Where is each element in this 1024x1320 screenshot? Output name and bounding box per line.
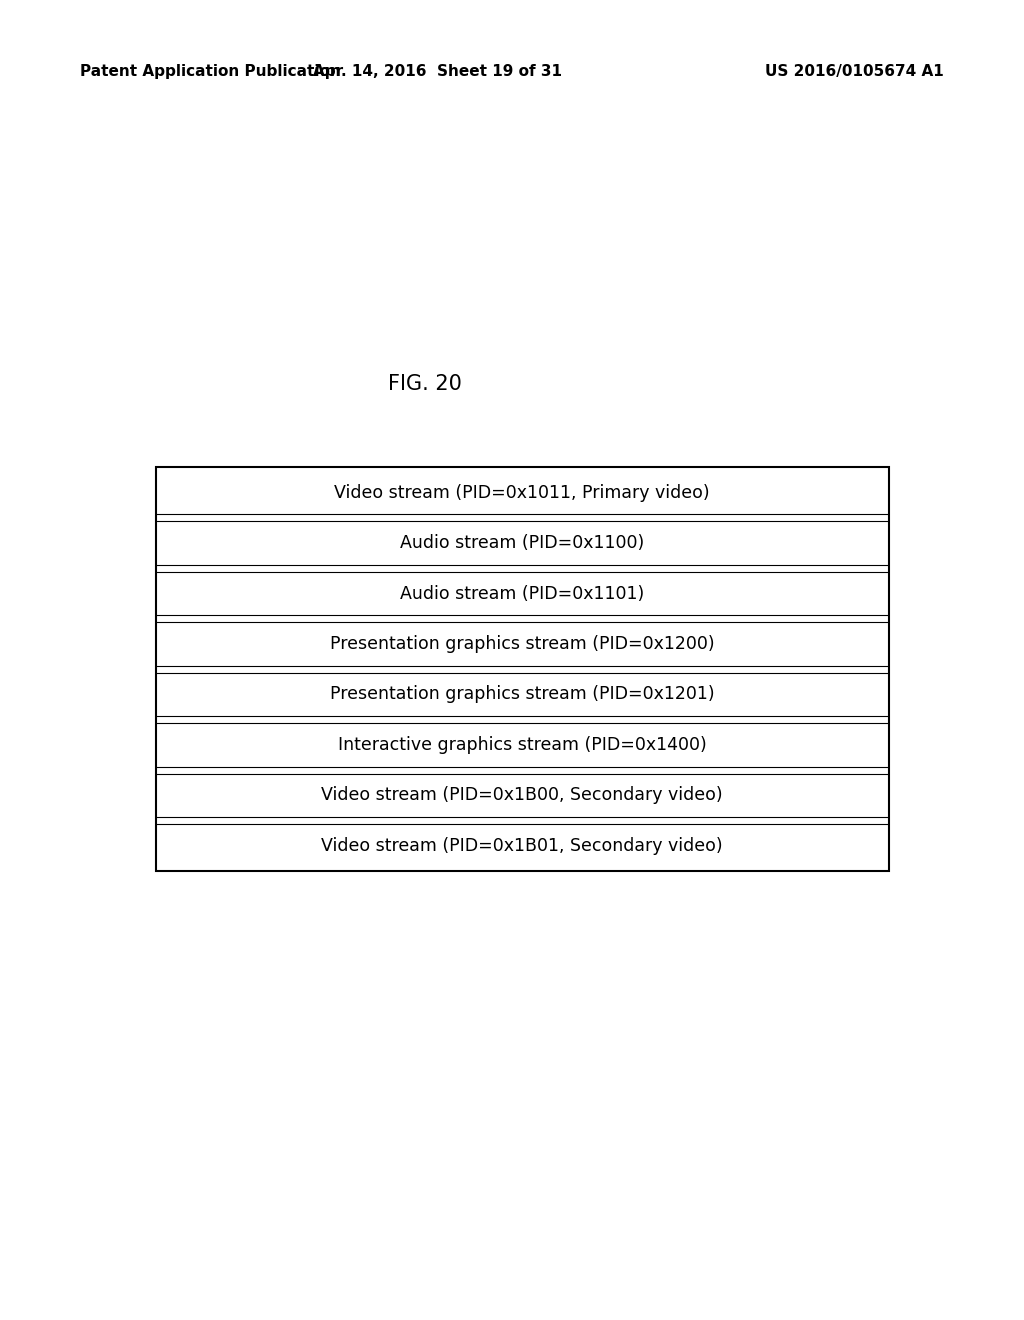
Text: US 2016/0105674 A1: US 2016/0105674 A1 (765, 63, 944, 79)
Text: Video stream (PID=0x1B00, Secondary video): Video stream (PID=0x1B00, Secondary vide… (322, 787, 723, 804)
Text: Video stream (PID=0x1B01, Secondary video): Video stream (PID=0x1B01, Secondary vide… (322, 837, 723, 855)
Bar (156, 467, 889, 871)
Text: Presentation graphics stream (PID=0x1201): Presentation graphics stream (PID=0x1201… (330, 685, 715, 704)
Text: Video stream (PID=0x1011, Primary video): Video stream (PID=0x1011, Primary video) (335, 483, 710, 502)
Text: Patent Application Publication: Patent Application Publication (80, 63, 341, 79)
Text: Interactive graphics stream (PID=0x1400): Interactive graphics stream (PID=0x1400) (338, 737, 707, 754)
Text: Apr. 14, 2016  Sheet 19 of 31: Apr. 14, 2016 Sheet 19 of 31 (312, 63, 562, 79)
Text: Audio stream (PID=0x1101): Audio stream (PID=0x1101) (400, 585, 644, 602)
Text: Audio stream (PID=0x1100): Audio stream (PID=0x1100) (400, 535, 644, 552)
Text: FIG. 20: FIG. 20 (388, 374, 462, 395)
Text: Presentation graphics stream (PID=0x1200): Presentation graphics stream (PID=0x1200… (330, 635, 715, 653)
